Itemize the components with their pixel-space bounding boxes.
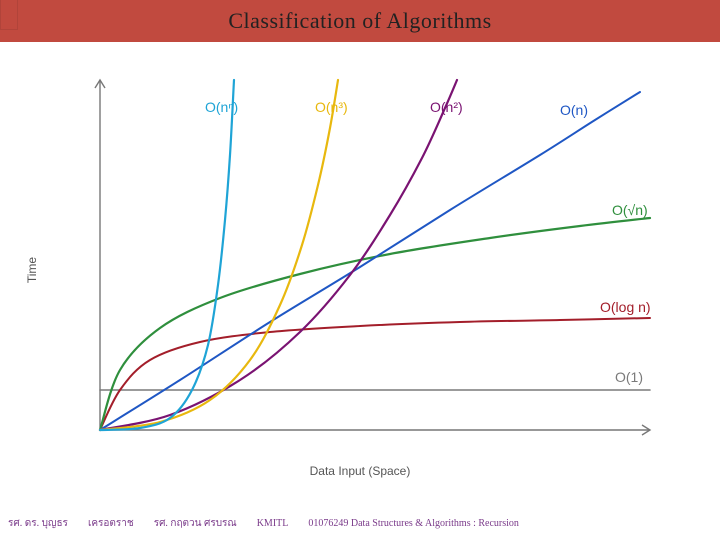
title-bar: Classification of Algorithms (0, 0, 720, 42)
curve-label-O(n): O(n) (560, 102, 588, 118)
curve-label-O(n²): O(n²) (430, 99, 463, 115)
curve-label-O(n³): O(n³) (315, 99, 348, 115)
y-axis-label: Time (25, 257, 39, 283)
slide: Classification of Algorithms O(1) O(log n… (0, 0, 720, 540)
complexity-chart: O(1)O(log n)O(√n)O(n)O(n²)O(n³)O(nⁿ) Tim… (40, 60, 680, 480)
title-tab (0, 0, 18, 30)
curve-label-O(log n): O(log n) (600, 299, 651, 315)
curve-label-O(√n): O(√n) (612, 202, 648, 218)
footer-author-2: เครอตราช (88, 516, 134, 531)
chart-svg: O(1) O(log n) O(√n) O(n) O(n²) O(n³) O(nⁿ) (40, 60, 680, 480)
footer-author-1: รศ. ดร. บุญธร (8, 516, 68, 531)
curve-O(n) (100, 92, 640, 430)
curve-O(√n) (100, 218, 650, 430)
curve-O(log n) (100, 318, 650, 430)
curve-label-O(nⁿ): O(nⁿ) (205, 99, 238, 115)
curve-O(nⁿ) (100, 80, 234, 430)
footer: รศ. ดร. บุญธร เครอตราช รศ. กฤตวน ศรบรณ K… (0, 510, 720, 536)
footer-institution: KMITL (257, 518, 289, 529)
curve-label-O(1): O(1) (615, 369, 643, 385)
curve-O(n²) (100, 80, 457, 430)
curve-O(n³) (100, 80, 338, 430)
slide-title: Classification of Algorithms (228, 8, 491, 34)
footer-author-3: รศ. กฤตวน ศรบรณ (154, 516, 237, 531)
x-axis-label: Data Input (Space) (310, 464, 411, 478)
footer-course: 01076249 Data Structures & Algorithms : … (308, 518, 519, 529)
